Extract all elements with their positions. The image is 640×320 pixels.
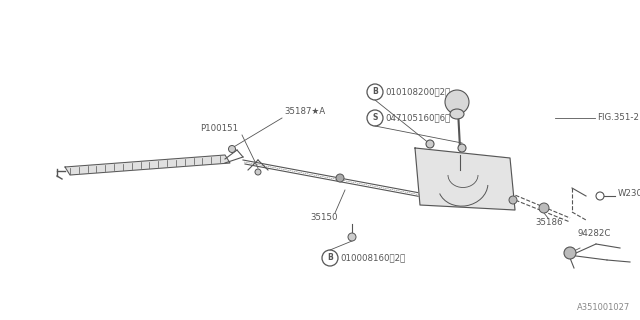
Text: 94282C: 94282C	[578, 229, 611, 238]
Polygon shape	[65, 155, 230, 175]
Text: FIG.351-2: FIG.351-2	[597, 114, 639, 123]
Text: A351001027: A351001027	[577, 303, 630, 312]
Circle shape	[336, 174, 344, 182]
Text: B: B	[327, 253, 333, 262]
Circle shape	[564, 247, 576, 259]
Circle shape	[458, 144, 466, 152]
Text: 35186: 35186	[535, 218, 563, 227]
Text: W230013: W230013	[618, 188, 640, 197]
Text: 047105160（6）: 047105160（6）	[385, 114, 451, 123]
Text: 010108200（2）: 010108200（2）	[385, 87, 451, 97]
Ellipse shape	[450, 109, 464, 119]
Circle shape	[539, 203, 549, 213]
Text: 010008160（2）: 010008160（2）	[340, 253, 405, 262]
Text: 35150: 35150	[310, 213, 337, 222]
Text: B: B	[372, 87, 378, 97]
Circle shape	[445, 90, 469, 114]
Circle shape	[255, 169, 261, 175]
Text: S: S	[372, 114, 378, 123]
Text: P100151: P100151	[200, 124, 238, 133]
Circle shape	[348, 233, 356, 241]
Polygon shape	[415, 148, 515, 210]
Circle shape	[228, 146, 236, 153]
Circle shape	[426, 140, 434, 148]
Circle shape	[509, 196, 517, 204]
Text: 35187★A: 35187★A	[284, 107, 325, 116]
